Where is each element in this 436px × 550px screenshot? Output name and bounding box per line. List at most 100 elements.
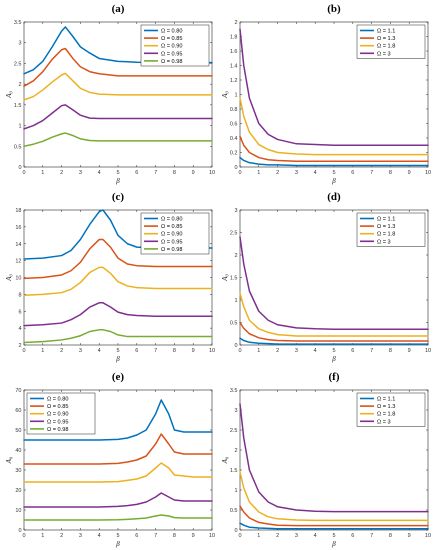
y-axis-label: A₀ <box>221 456 229 464</box>
x-tick-label: 10 <box>425 533 431 539</box>
legend-entry: Ω = 0.80 <box>47 397 68 403</box>
legend-entry: Ω = 1.8 <box>377 44 395 50</box>
x-tick-label: 2 <box>60 348 63 354</box>
x-tick-label: 2 <box>60 533 63 539</box>
legend-entry: Ω = 3 <box>377 239 391 245</box>
x-tick-label: 4 <box>98 533 101 539</box>
legend-entry: Ω = 0.90 <box>161 44 182 50</box>
x-tick-label: 6 <box>351 170 354 176</box>
x-tick-label: 2 <box>276 533 279 539</box>
legend: Ω = 1.1Ω = 1.3 Ω = 1.8Ω = 3 <box>356 212 426 247</box>
series-line-1 <box>23 399 213 441</box>
series-line-1 <box>239 522 429 530</box>
x-tick-label: 7 <box>154 348 157 354</box>
chart-panel-5: (e) 0 1 2 3 4 5 6 7 8 9 10 0 10 20 30 40 50 60 70 β A₀ Ω = 0.8… <box>5 371 215 548</box>
series-line-2 <box>23 47 213 87</box>
legend: Ω = 0.80Ω = 0.85 Ω = 0.90Ω = 0.95 Ω = 0.98 <box>140 24 210 67</box>
series-line-1 <box>239 337 429 345</box>
x-tick-label: 0 <box>22 533 25 539</box>
legend-entry: Ω = 0.98 <box>161 59 182 65</box>
y-tick-label: 0.5 <box>230 321 238 327</box>
x-tick-label: 6 <box>351 533 354 539</box>
series-line-3 <box>239 471 429 522</box>
x-tick-label: 8 <box>389 348 392 354</box>
y-axis-label: A₀ <box>5 456 13 464</box>
y-axis-label: A₀ <box>5 91 13 99</box>
x-tick-label: 7 <box>370 348 373 354</box>
legend-entry: Ω = 1.3 <box>377 224 395 230</box>
x-tick-label: 1 <box>257 170 260 176</box>
x-tick-label: 5 <box>332 348 335 354</box>
panel-label: (a) <box>112 3 125 15</box>
series-line-4 <box>23 104 213 130</box>
x-axis-label: β <box>331 177 336 185</box>
y-tick-label: 1 <box>234 93 237 99</box>
y-tick-label: 4 <box>18 326 21 332</box>
series-line-2 <box>239 135 429 162</box>
x-tick-label: 5 <box>332 533 335 539</box>
panel-label: (b) <box>327 3 341 15</box>
y-tick-label: 2 <box>234 20 237 26</box>
x-tick-label: 3 <box>79 533 82 539</box>
y-tick-label: 12 <box>15 259 21 265</box>
y-tick-label: 70 <box>15 388 21 394</box>
legend-entry: Ω = 0.98 <box>161 247 182 253</box>
x-tick-label: 10 <box>425 170 431 176</box>
legend-entry: Ω = 0.80 <box>161 217 182 223</box>
legend-entry: Ω = 0.98 <box>47 427 68 433</box>
y-tick-label: 2 <box>18 343 21 349</box>
legend-entry: Ω = 1.1 <box>377 217 395 223</box>
legend-entry: Ω = 1.3 <box>377 36 395 42</box>
legend: Ω = 0.80Ω = 0.85 Ω = 0.90Ω = 0.95 Ω = 0.98 <box>26 392 96 435</box>
y-tick-label: 0.4 <box>230 136 238 142</box>
y-tick-label: 1 <box>18 124 21 130</box>
x-tick-label: 1 <box>41 348 44 354</box>
x-tick-label: 5 <box>116 170 119 176</box>
x-tick-label: 9 <box>192 170 195 176</box>
series-line-4 <box>239 403 429 513</box>
x-tick-label: 6 <box>135 170 138 176</box>
legend-entry: Ω = 1.3 <box>377 404 395 410</box>
y-tick-label: 1.8 <box>230 35 238 41</box>
y-tick-label: 10 <box>15 276 21 282</box>
y-tick-label: 2.5 <box>14 61 22 67</box>
y-tick-label: 0 <box>18 165 21 171</box>
series-line-3 <box>239 97 429 156</box>
series-line-2 <box>239 321 429 342</box>
y-tick-label: 1.6 <box>230 49 238 55</box>
panel-label: (f) <box>329 371 340 383</box>
series-line-2 <box>23 238 213 280</box>
x-axis-label: β <box>115 177 120 185</box>
series-line-3 <box>23 462 213 483</box>
series-line-2 <box>239 505 429 527</box>
x-tick-label: 10 <box>209 348 215 354</box>
x-tick-label: 6 <box>351 348 354 354</box>
legend: Ω = 1.1Ω = 1.3 Ω = 1.8Ω = 3 <box>356 24 426 59</box>
y-tick-label: 3 <box>18 41 21 47</box>
x-tick-label: 4 <box>98 348 101 354</box>
x-tick-label: 2 <box>276 348 279 354</box>
series-line-4 <box>23 492 213 508</box>
y-tick-label: 0 <box>234 528 237 534</box>
x-tick-label: 6 <box>135 533 138 539</box>
x-tick-label: 8 <box>173 533 176 539</box>
x-tick-label: 0 <box>22 348 25 354</box>
y-tick-label: 1 <box>234 488 237 494</box>
y-tick-label: 1.2 <box>230 78 238 84</box>
x-tick-label: 10 <box>209 533 215 539</box>
y-axis-label: A₀ <box>221 274 229 282</box>
y-tick-label: 0 <box>18 528 21 534</box>
series-line-1 <box>239 156 429 167</box>
x-tick-label: 8 <box>389 170 392 176</box>
chart-panel-1: (a) 0 1 2 3 4 5 6 7 8 9 10 0 0.5 1 1.5 2 2.5 3 3.5 β A₀ Ω = 0.… <box>5 3 215 185</box>
y-tick-label: 1.5 <box>14 103 22 109</box>
x-tick-label: 0 <box>238 170 241 176</box>
y-tick-label: 0.2 <box>230 151 238 157</box>
legend-entry: Ω = 3 <box>377 51 391 57</box>
legend-entry: Ω = 1.1 <box>377 29 395 35</box>
y-tick-label: 3 <box>234 208 237 214</box>
x-tick-label: 8 <box>389 533 392 539</box>
y-axis-label: A₀ <box>221 91 229 99</box>
x-axis-label: β <box>115 540 120 548</box>
